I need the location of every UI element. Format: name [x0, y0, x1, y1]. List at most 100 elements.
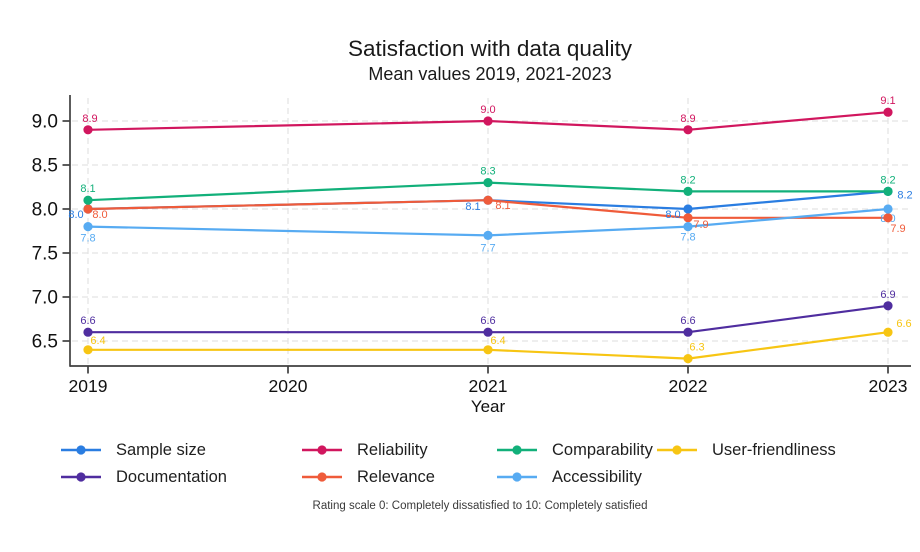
series-line-accessibility	[86, 207, 890, 237]
series-line-documentation	[86, 304, 890, 334]
value-label-sample-size: 8.0	[665, 209, 680, 221]
legend-item-relevance: Relevance	[301, 465, 435, 489]
legend-label-documentation: Documentation	[116, 467, 227, 486]
value-label-reliability: 8.9	[680, 113, 695, 125]
legend-marker-documentation	[61, 472, 101, 482]
data-point-user-friendliness	[883, 327, 893, 337]
y-tick-label: 9.0	[32, 112, 58, 133]
x-tick-label: 2022	[669, 376, 708, 396]
value-label-sample-size: 8.0	[68, 209, 83, 221]
data-point-reliability	[683, 125, 693, 135]
x-axis-title: Year	[471, 397, 506, 416]
value-label-comparability: 8.2	[880, 174, 895, 186]
legend-item-reliability: Reliability	[301, 438, 428, 462]
legend-item-comparability: Comparability	[496, 438, 653, 462]
legend-item-user-friendliness: User-friendliness	[656, 438, 836, 462]
legend-item-accessibility: Accessibility	[496, 465, 642, 489]
data-point-accessibility	[83, 222, 93, 232]
value-label-relevance: 7.9	[890, 223, 905, 235]
data-point-comparability	[683, 186, 693, 196]
data-point-comparability	[83, 195, 93, 205]
legend-marker-dot	[512, 445, 522, 455]
data-point-documentation	[483, 327, 493, 337]
data-point-user-friendliness	[683, 354, 693, 364]
x-tick-label: 2020	[269, 376, 308, 396]
data-point-relevance	[683, 213, 693, 223]
value-label-user-friendliness: 6.4	[90, 335, 105, 347]
data-point-comparability	[883, 186, 893, 196]
value-label-user-friendliness: 6.4	[490, 335, 505, 347]
value-label-relevance: 8.0	[92, 209, 107, 221]
data-point-documentation	[83, 327, 93, 337]
value-label-reliability: 9.1	[880, 95, 895, 107]
data-point-user-friendliness	[483, 345, 493, 355]
legend-marker-comparability	[497, 445, 537, 455]
value-label-documentation: 6.9	[880, 289, 895, 301]
chart-subtitle: Mean values 2019, 2021-2023	[368, 64, 612, 84]
value-label-documentation: 6.6	[480, 315, 495, 327]
legend-marker-dot	[512, 472, 522, 482]
legend-item-sample-size: Sample size	[60, 438, 206, 462]
value-label-accessibility: 7.8	[80, 233, 95, 245]
value-label-accessibility: 7.7	[480, 242, 495, 254]
value-label-comparability: 8.1	[80, 183, 95, 195]
data-point-relevance	[483, 195, 493, 205]
value-label-sample-size: 8.2	[897, 189, 912, 201]
series-line-comparability	[86, 181, 890, 202]
data-point-user-friendliness	[83, 345, 93, 355]
data-point-reliability	[883, 107, 893, 117]
data-point-reliability	[483, 116, 493, 126]
legend-label-relevance: Relevance	[357, 467, 435, 486]
value-label-documentation: 6.6	[680, 315, 695, 327]
y-tick-label: 8.5	[32, 156, 58, 177]
data-point-relevance	[83, 204, 93, 214]
y-tick-label: 8.0	[32, 200, 58, 221]
legend-marker-dot	[317, 445, 327, 455]
series-line-user-friendliness	[86, 331, 890, 360]
series-line-reliability	[86, 111, 890, 131]
legend-marker-relevance	[302, 472, 342, 482]
line-chart-plot: 6.5 7.0 7.5 8.0 8.5 9.0 2019 2020 2021 2022 2023 Ye…	[32, 95, 913, 416]
y-tick-label: 7.0	[32, 288, 58, 309]
value-label-accessibility: 7.8	[680, 232, 695, 244]
value-label-sample-size: 8.1	[465, 201, 480, 213]
value-label-comparability: 8.2	[680, 174, 695, 186]
value-label-documentation: 6.6	[80, 315, 95, 327]
y-tick-label: 7.5	[32, 244, 58, 265]
data-point-sample-size	[683, 204, 693, 214]
chart-title: Satisfaction with data quality	[348, 36, 632, 61]
legend-label-accessibility: Accessibility	[552, 467, 642, 486]
x-tick-label: 2019	[69, 376, 108, 396]
data-point-relevance	[883, 213, 893, 223]
value-label-comparability: 8.3	[480, 166, 495, 178]
legend-label-sample-size: Sample size	[116, 440, 206, 459]
value-label-reliability: 8.9	[82, 113, 97, 125]
legend-marker-accessibility	[497, 472, 537, 482]
legend-marker-sample-size	[61, 445, 101, 455]
x-tick-label: 2023	[869, 376, 908, 396]
data-point-accessibility	[683, 222, 693, 232]
x-tick-label: 2021	[469, 376, 508, 396]
data-point-documentation	[683, 327, 693, 337]
data-point-documentation	[883, 301, 893, 311]
legend-marker-dot	[317, 472, 327, 482]
value-label-user-friendliness: 6.3	[689, 342, 704, 354]
legend-label-reliability: Reliability	[357, 440, 428, 459]
value-label-relevance: 8.1	[495, 200, 510, 212]
legend-marker-user-friendliness	[657, 445, 697, 455]
value-label-reliability: 9.0	[480, 104, 495, 116]
value-label-relevance: 7.9	[693, 219, 708, 231]
legend-label-comparability: Comparability	[552, 440, 653, 459]
rating-scale-note: Rating scale 0: Completely dissatisfied …	[312, 500, 648, 512]
legend-marker-dot	[76, 445, 86, 455]
data-point-reliability	[83, 125, 93, 135]
value-label-user-friendliness: 6.6	[896, 318, 911, 330]
legend-marker-dot	[672, 445, 682, 455]
legend-marker-dot	[76, 472, 86, 482]
data-point-accessibility	[883, 204, 893, 214]
data-point-accessibility	[483, 230, 493, 240]
legend-marker-reliability	[302, 445, 342, 455]
data-point-comparability	[483, 178, 493, 188]
legend-label-user-friendliness: User-friendliness	[712, 440, 836, 459]
